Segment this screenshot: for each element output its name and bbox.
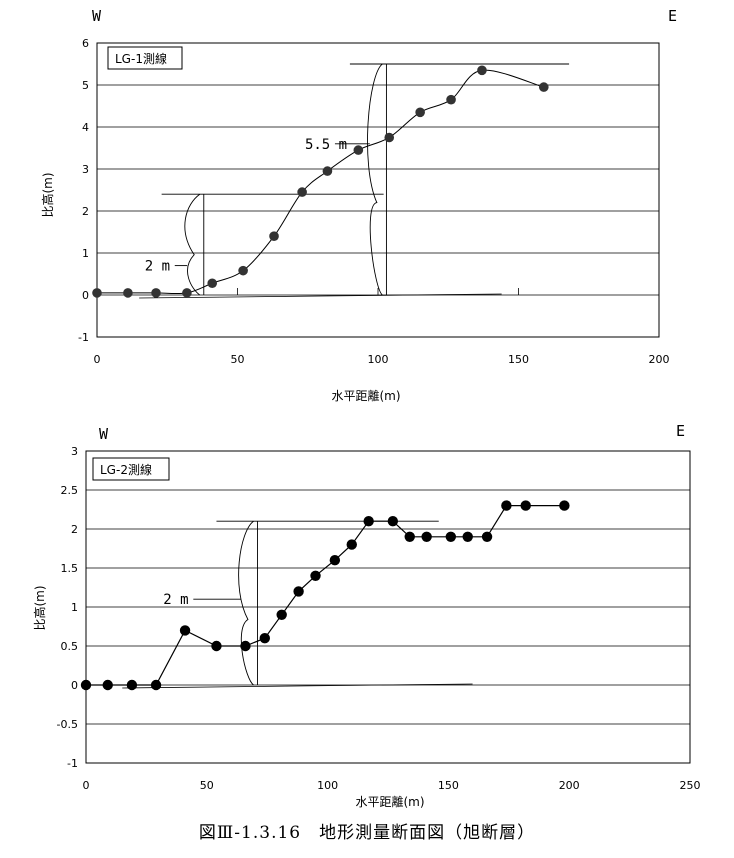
y-tick-label: 1.5 [61, 562, 79, 575]
data-points [92, 65, 549, 298]
y-axis-label: 比高(m) [32, 585, 47, 630]
y-tick-labels: -1 0 1 2 3 4 5 6 [78, 37, 89, 344]
y-tick-label: 3 [82, 163, 89, 176]
data-point [538, 82, 549, 92]
data-point [445, 531, 457, 542]
direction-west-label: W [92, 7, 102, 25]
y-tick-label: -0.5 [57, 718, 78, 731]
y-tick-label: 2.5 [61, 484, 79, 497]
data-point [404, 531, 415, 542]
direction-east-label: E [676, 422, 685, 440]
data-point [269, 231, 279, 241]
x-axis-label: 水平距離(m) [331, 389, 400, 403]
x-tick-label: 0 [83, 779, 90, 792]
y-tick-label: 0 [82, 289, 89, 302]
x-axis-label: 水平距離(m) [355, 795, 424, 809]
data-point [559, 500, 570, 511]
data-point [126, 679, 138, 691]
data-point [481, 531, 493, 542]
chart-lg2: W E -1-0.500.511.522.53 0 50 100 150 200 250 … [32, 422, 701, 809]
data-point [462, 531, 473, 542]
y-tick-labels: -1 -0.5 0 0.5 1 1.5 2 2.5 3 [57, 445, 78, 770]
x-tick-label: 100 [317, 779, 338, 792]
x-tick-label: 0 [94, 353, 101, 366]
y-axis-label: 比高(m) [40, 172, 55, 217]
y-tick-label: 0 [71, 679, 78, 692]
y-tick-label: 1 [82, 247, 89, 260]
legend-label: LG-2測線 [100, 462, 152, 477]
data-points [80, 500, 570, 691]
ground-reference-line [139, 293, 502, 299]
y-tick-label: 0.5 [61, 640, 79, 653]
y-tick-label: -1 [67, 757, 78, 770]
direction-east-label: E [668, 7, 677, 25]
x-tick-label: 150 [508, 353, 529, 366]
data-point [520, 500, 531, 511]
data-point [92, 288, 102, 298]
data-point [446, 94, 456, 105]
data-point [211, 640, 222, 652]
legend-label: LG-1測線 [115, 51, 167, 66]
data-point [207, 278, 218, 289]
data-point [238, 265, 248, 276]
annotation-label: 5.5 m [305, 137, 347, 153]
ground-reference-line [122, 683, 473, 689]
data-point [123, 288, 133, 298]
figure-caption: 図Ⅲ-1.3.16 地形測量断面図（旭断層） [198, 823, 536, 843]
x-tick-label: 100 [368, 353, 389, 366]
x-tick-label: 200 [559, 779, 580, 792]
x-tick-label: 50 [200, 779, 214, 792]
data-point [240, 640, 251, 652]
y-tick-label: 4 [82, 121, 89, 134]
data-point [276, 609, 287, 620]
y-tick-label: -1 [78, 331, 89, 344]
data-point [415, 107, 425, 118]
x-tick-label: 250 [680, 779, 701, 792]
annotation-brace [238, 520, 254, 686]
annotation-label: 2 m [163, 592, 188, 608]
x-tick-label: 200 [649, 353, 670, 366]
data-point [363, 516, 374, 527]
legend-box [92, 457, 170, 481]
y-tick-label: 2 [82, 205, 89, 218]
data-point [387, 516, 399, 527]
data-point [310, 570, 321, 581]
data-point [179, 625, 191, 636]
legend-box [107, 46, 183, 70]
data-point [80, 679, 92, 691]
data-point [259, 633, 270, 644]
y-tick-label: 3 [71, 445, 78, 458]
data-point [151, 288, 161, 298]
data-point [353, 145, 364, 155]
data-point [182, 288, 192, 298]
data-point [477, 65, 487, 76]
data-point [293, 586, 304, 597]
y-tick-label: 5 [82, 79, 89, 92]
annotation-label: 2 m [145, 259, 170, 275]
data-point [421, 531, 432, 542]
y-tick-label: 6 [82, 37, 89, 50]
chart-lg1: W E -1 0 1 2 3 4 5 6 0 50 100 150 200 2 m 5.5 m LG-1… [40, 7, 677, 403]
x-tick-labels: 0 50 100 150 200 250 [83, 779, 701, 792]
y-tick-label: 2 [71, 523, 78, 536]
data-point [384, 132, 395, 143]
data-point [150, 679, 162, 691]
annotations: 2 m [122, 520, 473, 689]
data-point [346, 539, 357, 550]
x-tick-label: 50 [231, 353, 245, 366]
x-tick-labels: 0 50 100 150 200 [94, 353, 670, 366]
data-point [329, 555, 341, 566]
data-point [297, 187, 307, 197]
direction-west-label: W [99, 425, 109, 443]
annotation-brace [184, 193, 201, 296]
data-point [102, 679, 113, 691]
data-point [501, 500, 512, 511]
x-tick-label: 150 [438, 779, 459, 792]
data-point [322, 166, 333, 176]
y-tick-label: 1 [71, 601, 78, 614]
annotations: 2 m 5.5 m [139, 63, 570, 299]
annotation-brace [367, 63, 383, 296]
